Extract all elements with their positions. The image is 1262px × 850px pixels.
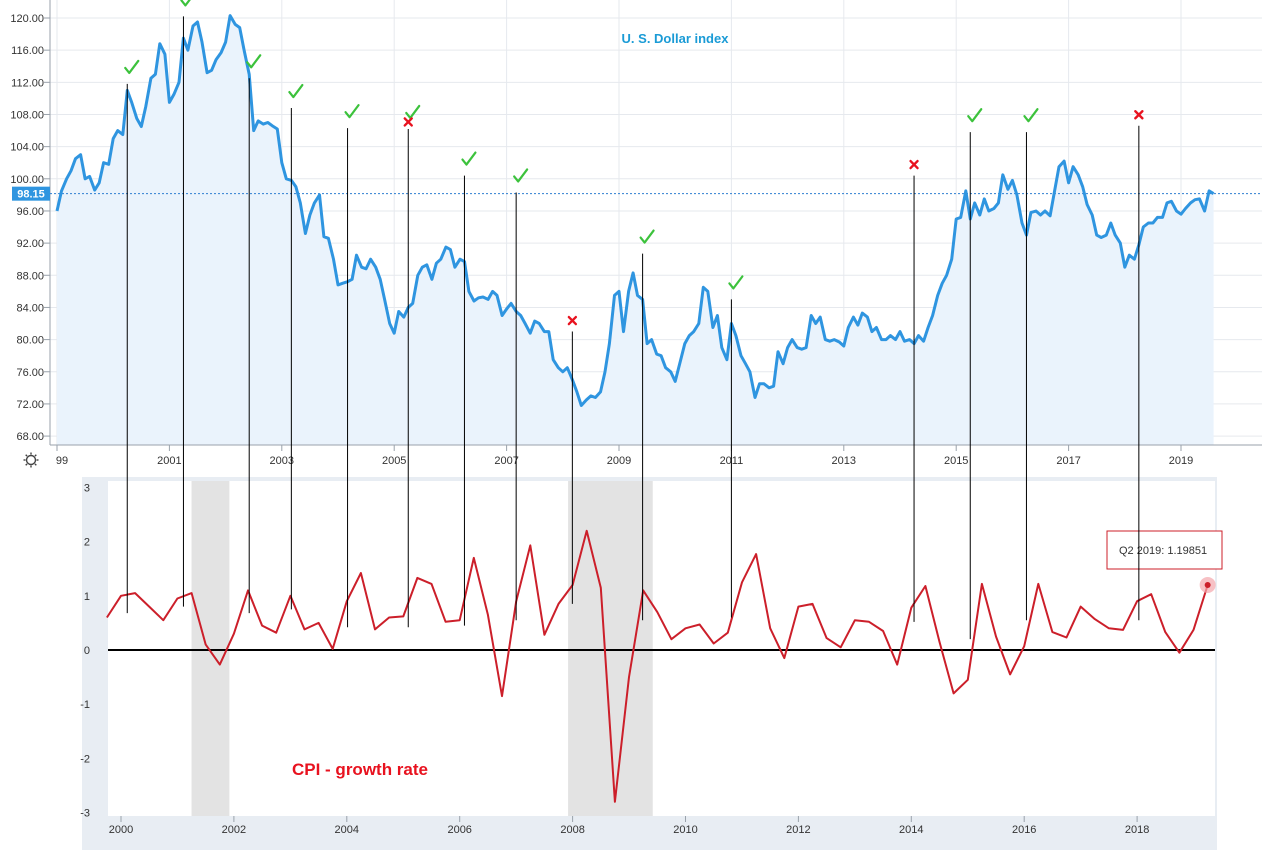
dollar-x-tick-label: 2017 [1056, 455, 1080, 467]
signal-lines [126, 16, 1140, 640]
cpi-chart-title: CPI - growth rate [292, 760, 428, 779]
dollar-y-tick-label: 96.00 [16, 206, 44, 218]
cpi-x-tick-label: 2006 [447, 824, 471, 836]
dollar-x-tick-label: 2019 [1169, 455, 1193, 467]
cross-icon [403, 117, 413, 127]
cross-icon [909, 159, 919, 170]
cpi-x-tick-label: 2008 [560, 824, 584, 836]
cpi-y-tick-label: 0 [84, 645, 90, 657]
check-icon [461, 151, 477, 166]
dollar-y-axis: 120.00 116.00 112.00 108.00 104.00 100.00 96.0… [10, 0, 51, 445]
check-icon [246, 54, 262, 69]
dollar-x-tick-label: 2007 [494, 455, 518, 467]
cpi-y-tick-label: -1 [80, 699, 90, 711]
dollar-y-tick-label: 68.00 [16, 431, 44, 443]
check-icon [405, 104, 421, 120]
check-icon [288, 83, 304, 99]
check-icon [180, 0, 191, 7]
check-icon [639, 229, 655, 244]
recession-band [568, 481, 653, 816]
check-icon [967, 108, 983, 123]
dollar-chart-title: U. S. Dollar index [622, 31, 730, 46]
cpi-x-tick-label: 2010 [673, 824, 697, 836]
dollar-y-tick-label: 80.00 [16, 335, 44, 347]
cpi-plot-area [108, 481, 1215, 816]
dollar-x-tick-label: 2001 [157, 455, 181, 467]
dollar-y-tick-label: 76.00 [16, 367, 44, 379]
cpi-x-tick-label: 2004 [335, 824, 359, 836]
dollar-x-tick-label: 2003 [270, 455, 294, 467]
cpi-y-tick-label: 2 [84, 537, 90, 549]
cpi-x-tick-label: 2000 [109, 824, 133, 836]
dollar-series-line [55, 14, 1215, 407]
dollar-y-tick-label: 120.00 [10, 13, 44, 25]
cpi-y-tick-label: 1 [84, 591, 90, 603]
dollar-x-axis: 99 2001 2003 2005 2007 2009 2011 2013 2015 2017 20… [56, 445, 1193, 467]
cpi-x-axis: 2000 2002 2004 2006 2008 2010 2012 2014 2016 2018 [109, 816, 1149, 836]
dollar-y-tick-label: 92.00 [16, 238, 44, 250]
cpi-series-line [106, 529, 1209, 803]
dollar-y-tick-label: 72.00 [16, 399, 44, 411]
dollar-y-tick-label: 88.00 [16, 270, 44, 282]
cpi-y-tick-label: -2 [80, 753, 90, 765]
dollar-x-tick-label: 2005 [382, 455, 406, 467]
dollar-x-tick-label: 2013 [832, 455, 856, 467]
tooltip-label: Q2 2019: 1.19851 [1119, 545, 1207, 557]
dollar-x-tick-label: 2009 [607, 455, 631, 467]
settings-gear-icon[interactable] [23, 452, 39, 468]
cpi-x-tick-label: 2002 [222, 824, 246, 836]
cpi-y-tick-label: 3 [84, 482, 90, 494]
cpi-x-tick-label: 2016 [1012, 824, 1036, 836]
cpi-y-tick-label: -3 [80, 808, 90, 820]
cpi-y-axis: 3 2 1 0 -1 -2 -3 [80, 482, 90, 819]
cpi-hover-point [1204, 581, 1211, 588]
dollar-y-tick-label: 108.00 [10, 109, 44, 121]
check-icon [728, 275, 744, 290]
last-value-label: 98.15 [17, 189, 45, 201]
dollar-y-tick-label: 116.00 [11, 45, 44, 57]
cpi-x-tick-label: 2018 [1125, 824, 1149, 836]
check-icon [1023, 108, 1039, 123]
cpi-tooltip[interactable]: Q2 2019: 1.19851 [1106, 530, 1223, 570]
cpi-x-tick-label: 2012 [786, 824, 810, 836]
check-icon [124, 59, 140, 75]
dollar-y-tick-label: 112.00 [11, 77, 44, 89]
dollar-x-tick-label: 99 [56, 455, 68, 467]
cross-icon [567, 315, 578, 326]
last-value-badge: 98.15 [12, 186, 50, 201]
recession-band [191, 481, 230, 816]
signal-markers [124, 0, 1144, 326]
dollar-index-chart: 120.00 116.00 112.00 108.00 104.00 100.00 96.0… [10, 0, 1262, 468]
recession-bands [191, 481, 653, 816]
cross-icon [1134, 110, 1144, 120]
dollar-y-tick-label: 100.00 [10, 174, 44, 186]
check-icon [513, 168, 529, 183]
dollar-y-tick-label: 84.00 [16, 302, 44, 314]
dollar-area-fill [57, 15, 1214, 445]
dollar-x-tick-label: 2015 [944, 455, 968, 467]
dollar-y-tick-label: 104.00 [10, 142, 44, 154]
check-icon [344, 104, 360, 119]
cpi-x-tick-label: 2014 [899, 824, 923, 836]
